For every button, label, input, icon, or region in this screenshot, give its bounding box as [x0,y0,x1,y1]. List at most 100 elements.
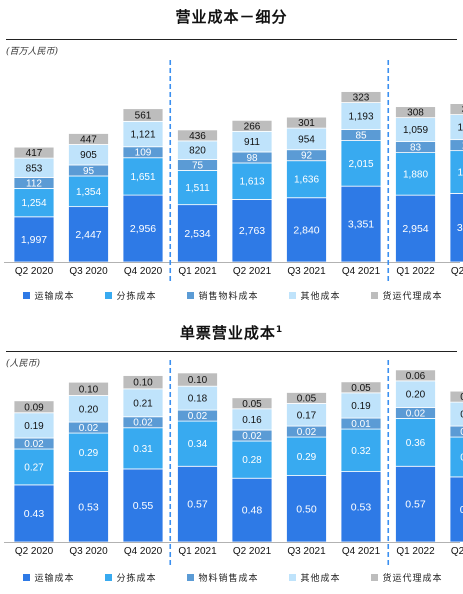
data-label-sorting: 0.29 [79,448,99,459]
data-label-other: 820 [189,146,206,157]
bar-segment-sorting [449,150,463,194]
data-label-sorting: 2,015 [348,159,373,170]
bar-segment-transport [231,199,273,263]
data-label-sorting: 1,891 [457,168,463,179]
bar-segment-sorting [13,188,55,218]
legend-item-materials: 销售物料成本 [187,289,258,302]
data-label-materials: 0.02 [406,408,426,419]
data-label-sorting: 0.27 [24,462,44,473]
x-tick-label: Q4 2020 [124,266,163,277]
legend-item-transport: 运输成本 [23,289,74,302]
x-tick-label: Q3 2020 [69,266,108,277]
data-label-sorting: 0.32 [351,446,371,457]
data-label-transport: 0.57 [187,499,208,511]
data-label-materials: 0.02 [133,418,153,429]
data-label-other: 0.20 [406,390,426,401]
data-label-transport: 2,763 [239,225,265,237]
data-label-materials: 0.02 [460,427,463,438]
chart2-legend: 运输成本 分拣成本 物料销售成本 其他成本 货运代理成本 [8,571,458,584]
bar-segment-freight_agent [395,369,436,382]
data-label-transport: 2,534 [184,228,210,240]
legend-label: 物料销售成本 [198,574,259,584]
data-label-other: 0.20 [79,404,99,415]
legend-item-freight_agent: 货运代理成本 [371,571,442,584]
data-label-transport: 0.55 [133,500,154,512]
bar-segment-transport [286,475,327,543]
data-label-transport: 3,351 [348,219,374,231]
legend-swatch [105,292,113,299]
data-label-sorting: 0.36 [406,438,426,449]
chart2-title-footnote: 1 [275,325,284,335]
data-label-transport: 0.49 [460,504,463,516]
bar-segment-transport [68,471,109,543]
data-label-freight_agent: 0.10 [79,384,99,395]
x-tick-label: Q2 2022 [451,266,463,277]
data-label-freight_agent: 308 [407,108,424,119]
chart1-title-rule [6,39,457,40]
data-label-materials: 0.02 [297,427,317,438]
data-label-freight_agent: 0.05 [242,399,262,410]
data-label-other: 0.16 [242,415,262,426]
data-label-sorting: 1,254 [21,198,46,209]
legend-swatch [105,574,113,581]
legend-swatch [371,574,379,581]
data-label-other: 0.17 [297,410,317,421]
bar-segment-freight_agent [340,381,382,394]
data-label-sorting: 1,651 [130,172,155,183]
bar-segment-other [68,395,109,423]
x-tick-label: Q2 2020 [15,266,54,277]
data-label-freight_agent: 266 [244,121,261,132]
data-label-other: 1,193 [348,112,373,123]
data-label-materials: 0.02 [188,411,208,422]
data-label-transport: 0.50 [296,503,317,515]
legend-label: 运输成本 [34,292,75,302]
chart1-title-text: 营业成本－细分 [175,8,288,26]
bar-segment-freight_agent [68,381,109,396]
data-label-transport: 0.53 [351,501,372,513]
legend-item-other: 其他成本 [289,289,340,302]
bar-segment-transport [13,216,55,263]
legend-item-transport: 运输成本 [23,571,74,584]
legend-swatch [289,574,297,581]
data-label-materials: 0.01 [351,419,371,430]
data-label-materials: 112 [26,178,42,189]
bar-segment-other [340,392,382,419]
bar-segment-transport [395,194,436,263]
chart1-title: 营业成本－细分 [0,6,463,27]
legend-swatch [23,574,31,581]
data-label-sorting: 1,613 [239,177,264,188]
legend-swatch [371,292,379,299]
bar-segment-sorting [340,140,382,187]
bar-segment-transport [340,471,382,543]
bar-segment-freight_agent [13,146,55,159]
data-label-transport: 2,956 [130,223,156,235]
x-tick-label: Q3 2020 [69,546,108,557]
bar-segment-freight_agent [286,392,327,404]
bar-segment-freight_agent [13,400,55,414]
bar-segment-freight_agent [340,91,382,103]
x-tick-label: Q2 2021 [233,266,272,277]
bar-segment-freight_agent [177,129,218,142]
data-label-transport: 2,447 [75,229,101,241]
data-label-transport: 0.53 [78,501,99,513]
bar-segment-freight_agent [395,106,436,119]
bar-segment-transport [13,484,55,543]
legend-swatch [23,292,31,299]
legend-swatch [187,292,195,299]
data-label-materials: 95 [83,166,95,177]
bar-segment-sorting [449,436,463,478]
bar-segment-freight_agent [449,390,463,403]
data-label-freight_agent: 307 [462,105,463,116]
legend-item-other: 其他成本 [289,571,340,584]
bar-segment-freight_agent [231,119,273,132]
data-label-transport: 0.43 [24,508,45,520]
bar-segment-sorting [68,175,109,208]
bar-segment-other [122,388,164,418]
bar-segment-freight_agent [177,372,218,387]
bar-segment-transport [231,477,273,543]
legend-swatch [187,574,195,581]
legend-label: 货运代理成本 [382,574,443,584]
data-label-freight_agent: 436 [189,131,206,142]
data-label-transport: 3,030 [457,222,463,234]
legend-label: 销售物料成本 [198,292,259,302]
